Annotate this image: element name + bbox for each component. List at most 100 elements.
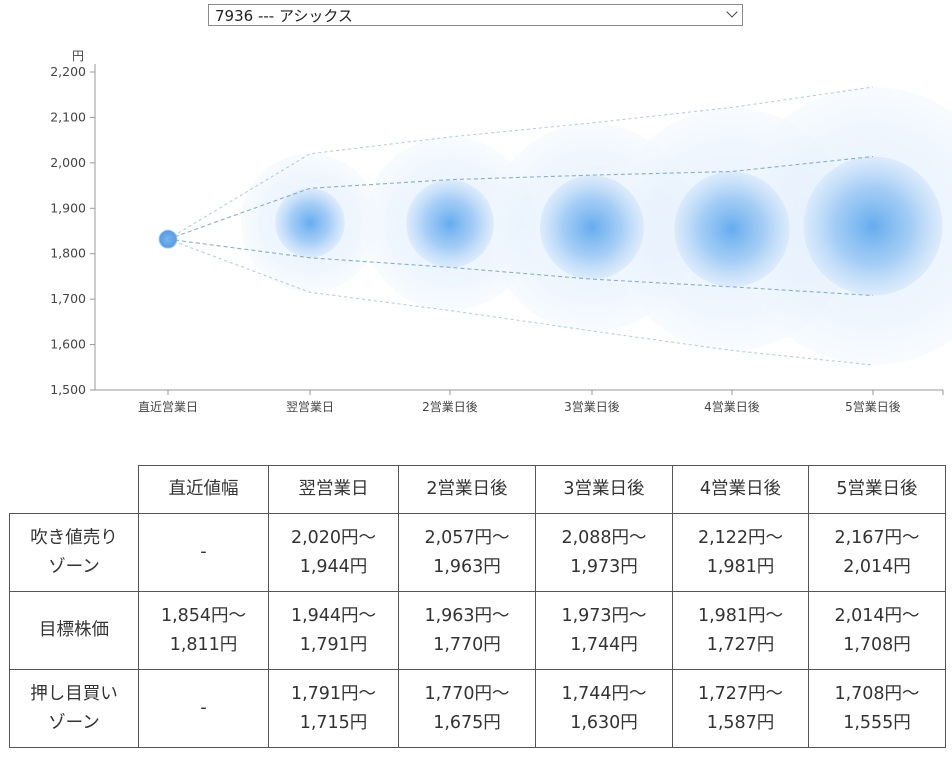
y-tick-label: 1,800 [50,246,86,261]
price-value: 1,791円～ [290,683,377,704]
row-label-cell: 吹き値売り ゾーン [9,513,139,592]
table-row: 吹き値売りゾーン - 2,020円～ 1,944円 2,057円～ 1,963円 2,088… [9,513,946,592]
header-cell: 直近値幅 [138,465,269,514]
x-tick-label: 3営業日後 [564,400,620,414]
price-value: 1,675円 [433,712,501,733]
header-cell: 翌営業日 [268,465,399,514]
upper-zone-line [167,86,874,240]
value-cell: 1,973円～ 1,744円 [535,591,673,670]
y-tick-label: 1,500 [50,382,86,397]
price-value: 1,811円 [169,634,238,655]
target-bubble [275,188,345,258]
price-value: 1,944円 [299,556,368,577]
x-tick-label: 直近営業日 [138,400,198,414]
price-value: 2,014円～ [834,605,920,626]
value-cell: 2,122円～ 1,981円 [672,513,809,592]
y-tick-label: 1,900 [50,200,86,215]
header-cell: 2営業日後 [398,465,536,514]
value-cell: 1,744円～ 1,630円 [535,669,673,748]
x-tick-label: 2営業日後 [422,400,478,414]
x-tick-label: 4営業日後 [704,400,760,414]
forecast-table: 直近値幅 翌営業日 2営業日後 3営業日後 4営業日後 5営業日後 吹き値売りゾ… [9,465,946,748]
target-bubble [803,156,943,296]
x-tick-label: 5営業日後 [845,400,901,414]
value-cell: 2,167円～ 2,014円 [808,513,946,592]
price-value: 1,854円～ [160,605,247,626]
price-value: 2,057円～ [424,527,510,548]
row-label: ゾーン [48,712,100,733]
price-value: 1,981円～ [697,605,784,626]
row-label-cell: 目標株価 [9,591,139,670]
stock-selector-value: 7936 --- アシックス [215,7,353,25]
price-value: 1,963円 [433,556,501,577]
row-label: ゾーン [48,556,100,577]
price-value: 1,770円 [433,634,501,655]
value-cell: 1,963円～ 1,770円 [398,591,536,670]
target-bubble [539,175,645,280]
y-tick-label: 2,000 [50,155,86,170]
y-axis-unit: 円 [72,49,84,63]
header-cell: 3営業日後 [535,465,673,514]
y-tick-label: 1,600 [50,337,86,352]
stock-selector[interactable]: 7936 --- アシックス [208,4,743,26]
price-value: 2,122円～ [697,527,784,548]
header-cell: 5営業日後 [808,465,946,514]
table-header-row: 直近値幅 翌営業日 2営業日後 3営業日後 4営業日後 5営業日後 [9,465,946,514]
target-bubble [406,179,494,268]
target-low-line [167,238,874,297]
value-cell: 1,981円～ 1,727円 [672,591,809,670]
x-tick-label: 翌営業日 [286,400,334,414]
price-value: 1,963円～ [424,605,510,626]
table-corner-cell [9,465,139,514]
value-cell: 2,020円～ 1,944円 [268,513,399,592]
table-row: 目標株価 1,854円～ 1,811円 1,944円～ 1,791円 1,963円～ 1,7… [9,591,946,670]
price-value: 1,555円 [843,712,911,733]
price-value: 1,744円 [570,634,638,655]
price-value: 1,973円 [570,556,638,577]
price-value: - [200,542,207,562]
value-cell: 2,088円～ 1,973円 [535,513,673,592]
value-cell: 2,014円～ 1,708円 [808,591,946,670]
row-label: 吹き値売り [30,527,118,548]
header-cell: 4営業日後 [672,465,809,514]
value-cell: 1,944円～ 1,791円 [268,591,399,670]
price-value: - [200,698,207,718]
row-label: 目標株価 [39,620,109,640]
value-cell: 1,791円～ 1,715円 [268,669,399,748]
y-tick-label: 2,100 [50,109,86,124]
value-cell: 1,727円～ 1,587円 [672,669,809,748]
value-cell: 2,057円～ 1,963円 [398,513,536,592]
forecast-bubble-chart: 円2,200 2,100 2,000 1,900 1,800 1,700 1,600 1,50… [50,49,952,414]
target-bubble [674,171,790,287]
table-row: 押し目買いゾーン - 1,791円～ 1,715円 1,770円～ 1,675円 1,744… [9,669,946,748]
lower-zone-line [167,238,874,366]
price-value: 1,770円～ [424,683,510,704]
value-cell: 1,770円～ 1,675円 [398,669,536,748]
y-tick-label: 2,200 [50,64,86,79]
price-value: 1,630円 [570,712,638,733]
value-cell: - [138,513,269,592]
price-value: 2,167円～ [834,527,920,548]
y-tick-label: 1,700 [50,291,86,306]
value-cell: 1,854円～ 1,811円 [138,591,269,670]
price-value: 1,708円 [843,634,911,655]
price-value: 1,727円～ [697,683,784,704]
price-value: 2,020円～ [290,527,377,548]
value-cell: 1,708円～ 1,555円 [808,669,946,748]
price-value: 2,088円～ [561,527,647,548]
row-label-cell: 押し目買い ゾーン [9,669,139,748]
price-value: 1,791円 [299,634,368,655]
value-cell: - [138,669,269,748]
price-value: 1,727円 [706,634,775,655]
price-value: 1,708円～ [834,683,920,704]
price-value: 1,944円～ [290,605,377,626]
chevron-down-icon [726,6,738,18]
price-value: 1,715円 [299,712,368,733]
target-high-line [167,155,874,240]
price-value: 2,014円 [843,556,911,577]
price-value: 1,981円 [706,556,775,577]
row-label: 押し目買い [30,683,118,704]
price-value: 1,587円 [706,712,775,733]
price-value: 1,973円～ [561,605,647,626]
price-value: 1,744円～ [561,683,647,704]
